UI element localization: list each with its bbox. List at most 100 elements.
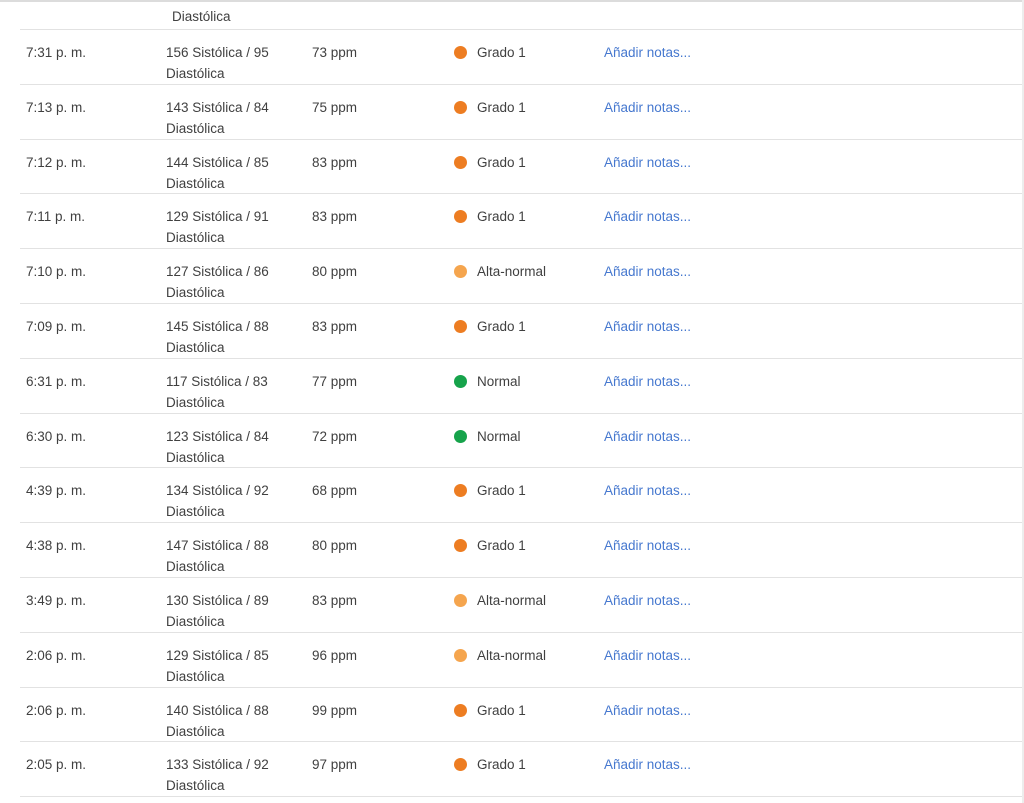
blood-pressure-value: 147 Sistólica / 88 Diastólica [166,538,269,575]
classification-label: Grado 1 [477,702,526,718]
classification-label: Alta-normal [477,647,547,663]
blood-pressure-value: 144 Sistólica / 85 Diastólica [166,154,269,191]
add-notes-link[interactable]: Añadir notas... [604,702,692,718]
add-notes-link[interactable]: Añadir notas... [604,538,692,554]
classification-label: Grado 1 [477,483,526,499]
heart-rate-value: 83 ppm [312,592,358,608]
measurement-time: 2:05 p. m. [26,757,87,773]
classification-dot-icon [454,46,467,59]
classification-dot-icon [454,429,467,443]
classification-dot-icon [454,319,467,333]
classification-cell: Grado 1 [454,700,604,721]
heart-rate-value: 68 ppm [312,483,358,499]
blood-pressure-value: 140 Sistólica / 88 Diastólica [166,702,269,739]
table-row: 4:38 p. m. 147 Sistólica / 88 Diastólica… [20,523,1022,578]
measurement-time: 7:31 p. m. [26,45,87,60]
classification-label: Grado 1 [477,757,526,773]
add-notes-link[interactable]: Añadir notas... [604,154,692,170]
add-notes-link[interactable]: Añadir notas... [604,318,692,334]
blood-pressure-value: 156 Sistólica / 95 Diastólica [166,45,269,81]
classification-label: Grado 1 [477,154,526,170]
blood-pressure-value: 127 Sistólica / 86 Diastólica [166,264,269,301]
classification-dot-icon [454,703,467,717]
measurement-time: 6:30 p. m. [26,428,87,444]
table-row: 2:05 p. m. 133 Sistólica / 92 Diastólica… [20,742,1022,798]
classification-cell: Grado 1 [454,42,604,63]
notes-cell: Añadir notas... [604,371,1022,392]
add-notes-link[interactable]: Añadir notas... [604,99,692,115]
classification-cell: Alta-normal [454,261,604,282]
table-row: 2:06 p. m. 129 Sistólica / 85 Diastólica… [20,633,1022,688]
classification-cell: Grado 1 [454,97,604,118]
classification-label: Normal [477,428,521,444]
classification-cell: Grado 1 [454,316,604,337]
classification-label: Grado 1 [477,99,526,115]
table-row: 7:10 p. m. 127 Sistólica / 86 Diastólica… [20,249,1022,304]
notes-cell: Añadir notas... [604,700,1022,721]
classification-dot-icon [454,100,467,114]
table-row: 4:39 p. m. 134 Sistólica / 92 Diastólica… [20,468,1022,524]
classification-dot-icon [454,648,467,662]
table-top-divider [0,0,1022,2]
table-row-partial: Diastólica [20,2,1022,30]
classification-cell: Alta-normal [454,645,604,666]
classification-dot-icon [454,484,467,498]
classification-cell: Grado 1 [454,480,604,501]
notes-cell: Añadir notas... [604,645,1022,666]
measurement-time: 7:10 p. m. [26,264,87,280]
classification-dot-icon [454,374,467,388]
notes-cell: Añadir notas... [604,480,1022,501]
heart-rate-value: 97 ppm [312,757,358,773]
table-row: 7:09 p. m. 145 Sistólica / 88 Diastólica… [20,304,1022,359]
add-notes-link[interactable]: Añadir notas... [604,428,692,444]
classification-cell: Grado 1 [454,535,604,556]
notes-cell: Añadir notas... [604,754,1022,775]
blood-pressure-value: 134 Sistólica / 92 Diastólica [166,483,269,520]
table-row: 6:31 p. m. 117 Sistólica / 83 Diastólica… [20,359,1022,414]
heart-rate-value: 73 ppm [312,45,358,60]
notes-cell: Añadir notas... [604,426,1022,447]
table-row: 2:06 p. m. 140 Sistólica / 88 Diastólica… [20,688,1022,743]
blood-pressure-value: 123 Sistólica / 84 Diastólica [166,428,269,465]
add-notes-link[interactable]: Añadir notas... [604,483,692,499]
classification-label: Grado 1 [477,209,526,225]
heart-rate-value: 80 ppm [312,538,358,554]
measurement-time: 2:06 p. m. [26,702,87,718]
blood-pressure-value: 117 Sistólica / 83 Diastólica [166,373,268,410]
add-notes-link[interactable]: Añadir notas... [604,647,692,663]
classification-label: Grado 1 [477,318,526,334]
notes-cell: Añadir notas... [604,42,1022,63]
classification-label: Alta-normal [477,264,547,280]
table-row: 7:12 p. m. 144 Sistólica / 85 Diastólica… [20,140,1022,195]
add-notes-link[interactable]: Añadir notas... [604,264,692,280]
heart-rate-value: 96 ppm [312,647,358,663]
add-notes-link[interactable]: Añadir notas... [604,757,692,773]
classification-dot-icon [454,593,467,607]
notes-cell: Añadir notas... [604,535,1022,556]
classification-label: Grado 1 [477,538,526,554]
table-row: 6:30 p. m. 123 Sistólica / 84 Diastólica… [20,414,1022,469]
measurement-time: 7:12 p. m. [26,154,87,170]
add-notes-link[interactable]: Añadir notas... [604,209,692,225]
blood-pressure-value: 133 Sistólica / 92 Diastólica [166,757,269,794]
classification-cell: Grado 1 [454,754,604,775]
notes-cell: Añadir notas... [604,316,1022,337]
classification-cell: Alta-normal [454,590,604,611]
notes-cell: Añadir notas... [604,261,1022,282]
classification-dot-icon [454,155,467,169]
classification-cell: Grado 1 [454,152,604,173]
heart-rate-value: 99 ppm [312,702,358,718]
measurement-time: 7:13 p. m. [26,99,87,115]
heart-rate-value: 77 ppm [312,373,358,389]
classification-dot-icon [454,210,467,224]
blood-pressure-value: 129 Sistólica / 91 Diastólica [166,209,269,246]
add-notes-link[interactable]: Añadir notas... [604,45,692,60]
add-notes-link[interactable]: Añadir notas... [604,373,692,389]
classification-label: Alta-normal [477,592,547,608]
classification-label: Grado 1 [477,45,526,60]
add-notes-link[interactable]: Añadir notas... [604,592,692,608]
classification-cell: Normal [454,426,604,447]
blood-pressure-value-overflow: Diastólica [172,9,231,24]
heart-rate-value: 83 ppm [312,209,358,225]
